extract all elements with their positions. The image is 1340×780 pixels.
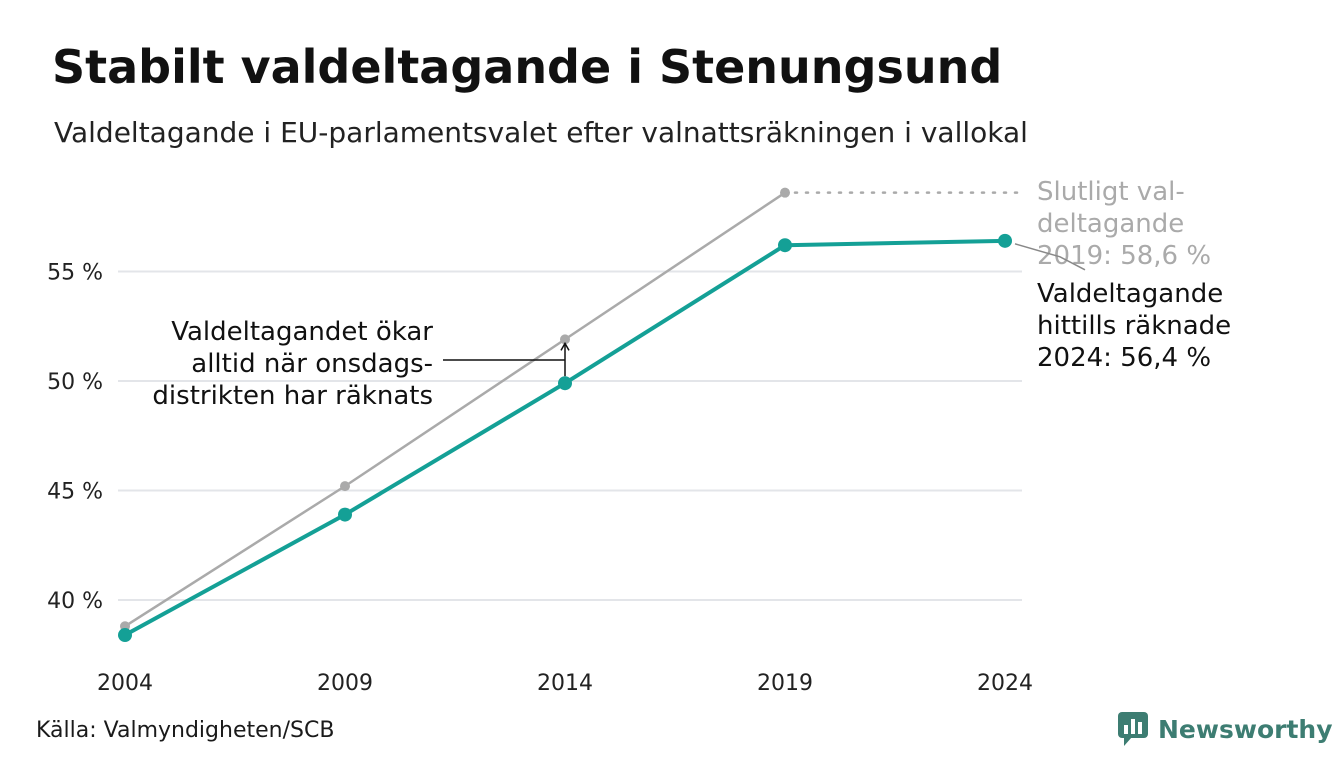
final-turnout-label-line: deltagande bbox=[1037, 209, 1184, 239]
final-data-point bbox=[780, 187, 790, 198]
counted-turnout-label: Valdeltagande hittills räknade 2024: 56,4 … bbox=[1037, 279, 1231, 373]
x-tick-label: 2014 bbox=[537, 671, 593, 696]
x-tick-label: 2019 bbox=[757, 671, 813, 696]
counted-turnout-label-line: 2024: 56,4 % bbox=[1037, 343, 1211, 373]
x-tick-label: 2004 bbox=[97, 671, 153, 696]
counted-data-point bbox=[118, 628, 132, 643]
counted-data-point bbox=[778, 238, 792, 253]
counted-turnout-label-line: hittills räknade bbox=[1037, 311, 1231, 341]
x-axis-ticks: 2004 2009 2014 2019 2024 bbox=[97, 671, 1033, 696]
series-lines bbox=[118, 187, 1027, 643]
wednesday-note: Valdeltagandet ökar alltid när onsdags-di… bbox=[152, 317, 433, 411]
counted-data-point bbox=[998, 233, 1012, 248]
counted-data-point bbox=[558, 376, 572, 391]
final-data-point bbox=[340, 481, 350, 492]
newsworthy-logo-icon bbox=[1118, 712, 1148, 746]
page-title: Stabilt valdeltagande i Stenungsund bbox=[52, 40, 1003, 94]
counted-series-line bbox=[124, 238, 1006, 637]
wednesday-note-line: alltid när onsdags- bbox=[191, 349, 433, 379]
final-data-point bbox=[560, 334, 570, 345]
y-tick-label: 45 % bbox=[47, 480, 103, 505]
counted-turnout-label-line: Valdeltagande bbox=[1037, 279, 1223, 309]
counted-data-point bbox=[338, 507, 352, 522]
y-tick-label: 40 % bbox=[47, 589, 103, 614]
final-series-line bbox=[124, 191, 786, 628]
turnout-line-chart: 40 % 45 % 50 % 55 % 2004 2009 2014 2019 2024 Sl… bbox=[47, 177, 1231, 696]
arrow-head-icon bbox=[560, 341, 570, 351]
chart-subtitle: Valdeltagande i EU-parlamentsvalet efter… bbox=[54, 116, 1028, 149]
x-tick-label: 2024 bbox=[977, 671, 1033, 696]
wednesday-note-line: Valdeltagandet ökar bbox=[171, 317, 433, 347]
x-tick-label: 2009 bbox=[317, 671, 373, 696]
source-note: Källa: Valmyndigheten/SCB bbox=[36, 718, 335, 743]
final-turnout-label-line: 2019: 58,6 % bbox=[1037, 241, 1211, 271]
y-tick-label: 50 % bbox=[47, 370, 103, 395]
final-turnout-label-line: Slutligt val- bbox=[1037, 177, 1185, 207]
wednesday-note-line: distrikten har räknats bbox=[152, 381, 433, 411]
brand-logo[interactable]: Newsworthy bbox=[1118, 712, 1333, 746]
counted-label-leader bbox=[1014, 243, 1086, 271]
brand-name: Newsworthy bbox=[1158, 714, 1333, 744]
y-axis-ticks: 40 % 45 % 50 % 55 % bbox=[47, 261, 103, 615]
annotations: Slutligt val-deltagande 2019: 58,6 %Valde… bbox=[152, 177, 1231, 411]
y-tick-label: 55 % bbox=[47, 261, 103, 286]
final-turnout-label: Slutligt val-deltagande 2019: 58,6 % bbox=[1037, 177, 1211, 271]
